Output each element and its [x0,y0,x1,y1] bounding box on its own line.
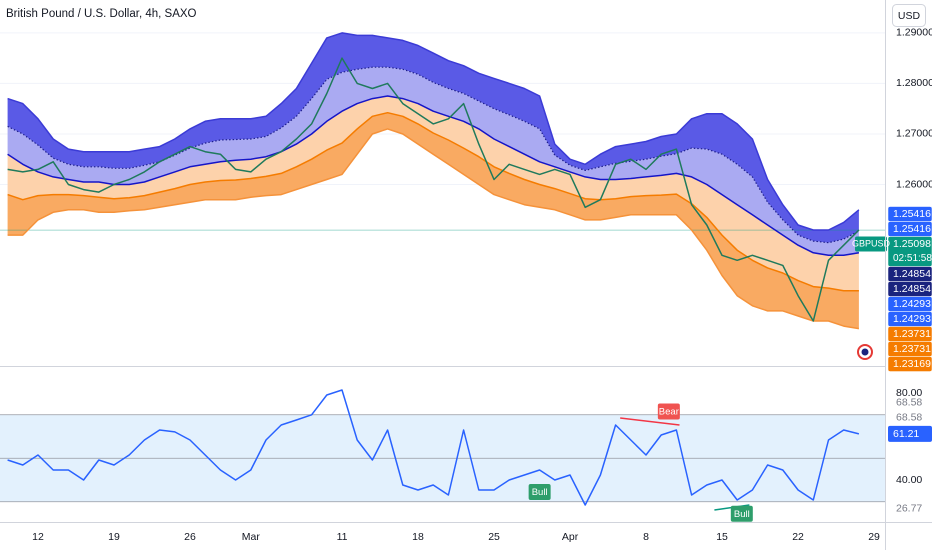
symbol-tag [855,236,887,252]
x-tick-label: 8 [643,531,649,543]
annotation-box [528,483,551,500]
axes: 1.26000 1.27000 1.28000 1.29000 1.25416 1.254… [32,27,932,543]
x-tick-label: 22 [792,531,804,543]
y-tick-label: 1.29000 [896,27,932,39]
series-line [7,66,860,244]
series-line [7,32,860,231]
countdown-label: 02:51:58 [893,253,932,264]
y-tick-label: 1.27000 [896,128,932,140]
annotation-box [730,505,753,522]
series-line [7,128,860,330]
x-tick-label: 29 [868,531,880,543]
level-label: 68.58 [896,397,922,409]
annotation-label: Bear [659,407,679,418]
price-badge-label: 1.25416 [893,208,931,220]
price-badge-label: 1.24854 [893,283,931,295]
value-badge [888,425,932,442]
x-tick-label: Mar [242,531,261,543]
price-badge-label: 1.24293 [893,313,931,325]
rsi-pane [0,389,885,511]
x-tick-label: 11 [337,531,348,543]
price-badge-label: 1.23731 [893,343,931,355]
x-tick-label: 18 [412,531,424,543]
currency-label[interactable]: USD [898,10,921,22]
y-tick-label: 1.26000 [896,178,932,190]
annotation-box [657,403,680,420]
value-badge-label: 61.21 [893,428,919,440]
series-line [7,57,860,322]
price-badge [887,356,932,372]
series-line [7,111,859,292]
y-tick-label: 1.28000 [896,77,932,89]
annotation-label: Bull [734,509,750,520]
level-label: 26.77 [896,503,922,515]
band-fill [7,67,859,256]
price-badge-label: 1.23169 [893,358,931,370]
divergence-line [620,417,680,426]
annotation-label: Bull [532,487,548,498]
x-tick-label: 25 [488,531,500,543]
price-badge-label: 1.25416 [893,223,931,235]
price-badge-label: 1.25098 [893,238,931,250]
x-tick-label: Apr [562,531,579,543]
band-fill [7,112,859,329]
x-tick-label: 26 [184,531,196,543]
price-pane [0,32,885,330]
currency-button[interactable] [892,4,926,27]
y-tick-label: 40.00 [896,474,922,486]
price-badge-label: 1.24854 [893,268,931,280]
x-tick-label: 15 [716,531,728,543]
chart-title: British Pound / U.S. Dollar, 4h, SAXO [6,8,197,20]
series-line [7,95,860,257]
flag-icon [857,344,873,360]
x-tick-label: 12 [32,531,44,543]
level-label: 68.58 [896,412,922,424]
y-tick-label: 80.00 [896,387,922,399]
series-line [7,389,860,506]
symbol-tag-label: GBPUSD [852,238,891,248]
x-tick-label: 19 [108,531,120,543]
price-badge-label: 1.24293 [893,298,931,310]
price-badge-label: 1.23731 [893,328,931,340]
